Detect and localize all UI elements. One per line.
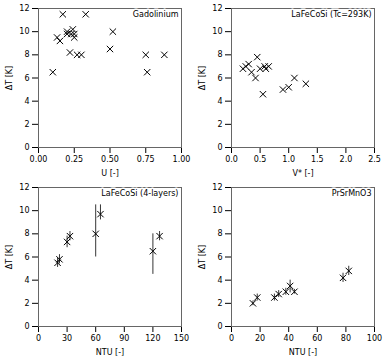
svg-text:2.5: 2.5 — [368, 155, 381, 164]
svg-text:12: 12 — [19, 4, 29, 13]
svg-text:0: 0 — [217, 143, 222, 152]
svg-text:LaFeCoSi (Tc=293K): LaFeCoSi (Tc=293K) — [291, 10, 371, 19]
svg-text:U [-]: U [-] — [101, 169, 119, 178]
svg-text:0.50: 0.50 — [101, 155, 119, 164]
svg-text:2.0: 2.0 — [340, 155, 353, 164]
svg-text:LaFeCoSi (4-layers): LaFeCoSi (4-layers) — [101, 189, 178, 198]
svg-text:ΔT [K]: ΔT [K] — [198, 245, 207, 269]
svg-text:6: 6 — [217, 74, 222, 83]
svg-text:1.00: 1.00 — [173, 155, 191, 164]
svg-text:0: 0 — [36, 334, 41, 343]
svg-text:0: 0 — [24, 322, 29, 331]
svg-text:NTU [-]: NTU [-] — [289, 348, 317, 357]
svg-text:0.5: 0.5 — [254, 155, 267, 164]
svg-text:20: 20 — [255, 334, 265, 343]
svg-text:8: 8 — [24, 229, 29, 238]
svg-text:0.0: 0.0 — [225, 155, 238, 164]
svg-text:4: 4 — [24, 97, 29, 106]
svg-text:10: 10 — [212, 27, 222, 36]
svg-text:0.75: 0.75 — [137, 155, 155, 164]
svg-text:2: 2 — [24, 120, 29, 129]
svg-text:2: 2 — [24, 299, 29, 308]
svg-text:ΔT [K]: ΔT [K] — [5, 245, 14, 269]
svg-text:150: 150 — [174, 334, 189, 343]
svg-text:6: 6 — [217, 253, 222, 262]
svg-text:ΔT [K]: ΔT [K] — [198, 66, 207, 90]
svg-text:12: 12 — [212, 4, 222, 13]
svg-text:10: 10 — [19, 206, 29, 215]
svg-text:0: 0 — [24, 143, 29, 152]
svg-text:6: 6 — [24, 253, 29, 262]
svg-text:NTU [-]: NTU [-] — [96, 348, 124, 357]
svg-text:2: 2 — [217, 299, 222, 308]
svg-text:1.5: 1.5 — [311, 155, 324, 164]
svg-text:8: 8 — [217, 50, 222, 59]
svg-text:12: 12 — [212, 183, 222, 192]
svg-text:80: 80 — [341, 334, 351, 343]
svg-text:0: 0 — [229, 334, 234, 343]
svg-text:V* [-]: V* [-] — [292, 169, 313, 178]
svg-text:0.25: 0.25 — [65, 155, 83, 164]
svg-text:60: 60 — [91, 334, 101, 343]
svg-text:10: 10 — [212, 206, 222, 215]
svg-text:Gadolinium: Gadolinium — [133, 10, 179, 19]
svg-text:8: 8 — [217, 229, 222, 238]
svg-text:90: 90 — [119, 334, 129, 343]
svg-text:120: 120 — [145, 334, 160, 343]
svg-text:4: 4 — [217, 97, 222, 106]
svg-text:0: 0 — [217, 322, 222, 331]
svg-text:1.0: 1.0 — [282, 155, 295, 164]
svg-text:12: 12 — [19, 183, 29, 192]
svg-text:40: 40 — [284, 334, 294, 343]
svg-text:0.00: 0.00 — [30, 155, 48, 164]
svg-text:60: 60 — [312, 334, 322, 343]
svg-text:ΔT [K]: ΔT [K] — [5, 66, 14, 90]
svg-text:8: 8 — [24, 50, 29, 59]
svg-text:PrSrMnO3: PrSrMnO3 — [332, 189, 372, 198]
svg-text:100: 100 — [367, 334, 382, 343]
svg-text:4: 4 — [217, 276, 222, 285]
svg-text:2: 2 — [217, 120, 222, 129]
svg-text:10: 10 — [19, 27, 29, 36]
svg-text:6: 6 — [24, 74, 29, 83]
svg-text:30: 30 — [62, 334, 72, 343]
svg-text:4: 4 — [24, 276, 29, 285]
